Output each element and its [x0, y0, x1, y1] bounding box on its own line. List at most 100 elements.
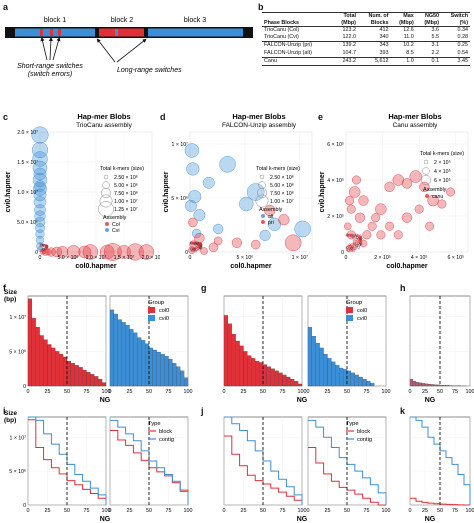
legend-title: Type [148, 421, 161, 427]
x-axis-title: NG [297, 397, 308, 404]
size-legend-label: 1.00 × 10⁷ [114, 199, 138, 205]
blob-point [419, 181, 430, 193]
size-legend-key [423, 159, 429, 165]
ng-line-contig [110, 419, 189, 505]
blob-point [213, 236, 223, 246]
blob-point [427, 194, 439, 207]
ng-bar [70, 363, 75, 387]
table-cell: 3.6 [431, 27, 440, 33]
size-legend-label: 6 × 10⁵ [434, 178, 451, 184]
assembly-legend-label: alt [268, 214, 274, 220]
x-tick-label: 25 [325, 508, 331, 514]
blob-point [346, 234, 350, 237]
blob-point [353, 246, 357, 250]
blob-point [35, 235, 45, 245]
x-tick-label: 50 [260, 389, 266, 395]
ng-bar [98, 378, 103, 387]
blob-point [354, 212, 366, 223]
x-tick-label: 100 [466, 508, 474, 514]
x-axis-title: NG [297, 516, 308, 523]
x-tick-label: 0 [109, 508, 112, 514]
blob-point [34, 210, 46, 222]
blob-point [344, 222, 352, 230]
size-legend-label: 2.50 × 10⁶ [270, 175, 294, 181]
ng-bar [409, 378, 414, 387]
blob-point [351, 175, 361, 185]
table-cell: 10.2 [390, 41, 416, 50]
table-cell: 412 [379, 27, 389, 33]
assembly-legend-key [425, 194, 429, 198]
size-legend-label: 2.50 × 10⁶ [114, 175, 138, 181]
blob-point [40, 243, 44, 247]
ng-bar [418, 382, 423, 387]
assembly-legend-label: pri [268, 220, 274, 226]
x-tick-label: 75 [166, 508, 172, 514]
ng-bar [148, 347, 154, 387]
blob-point [184, 143, 200, 158]
assembly-legend-title: Assembly [423, 187, 447, 193]
ng-bar [152, 349, 157, 387]
size-legend-key [420, 174, 432, 186]
block-1-label: block 1 [44, 17, 66, 24]
table-cell: FALCON-Unzip (alt) [264, 49, 312, 56]
x-axis-title: col0.hapmer [75, 263, 117, 270]
x-axis-title: col0.hapmer [386, 263, 428, 270]
blob-point [425, 221, 435, 231]
x-tick-label: 75 [84, 389, 90, 395]
ng-bar [445, 385, 450, 387]
size-legend-key [422, 167, 430, 175]
x-tick-label: 75 [280, 389, 286, 395]
table-header: Num. of Blocks [357, 12, 391, 27]
ng-bar [239, 345, 244, 387]
ng-bar [358, 376, 363, 387]
table-cell: 5,612 [357, 56, 391, 67]
block-3 [148, 28, 243, 37]
legend-label: block [159, 429, 172, 435]
blob-point [358, 234, 362, 238]
blob-point [346, 204, 356, 214]
legend-label: contig [357, 437, 372, 443]
blob-subtitle: FALCON-Unzip assembly [222, 122, 297, 129]
x-tick-label: 50 [437, 508, 443, 514]
table-cell: 0.25 [441, 41, 470, 50]
x-tick-label: 2.0 × 10⁷ [142, 255, 160, 261]
x-tick-label: 0 [409, 508, 412, 514]
ng-bar [315, 342, 320, 387]
ng-bar [113, 313, 118, 387]
blob-point [409, 170, 422, 183]
table-cell: 11.0 [403, 34, 414, 41]
table-header: Switch (%) [441, 12, 470, 27]
blob-point [348, 243, 351, 247]
table-cell: 3.1 [415, 41, 442, 50]
ng-bar [436, 384, 441, 387]
ng-bar [350, 372, 355, 387]
y-tick-label: 2.0 × 10⁷ [17, 130, 38, 136]
y-tick-label: 6 × 10⁵ [327, 142, 344, 148]
table-cell: 122.0 [342, 34, 356, 41]
ng-bar [251, 358, 256, 387]
ng-bar [66, 360, 72, 387]
blob-point [46, 247, 56, 257]
x-tick-label: 50 [260, 508, 266, 514]
blob-point [259, 229, 271, 241]
assembly-legend-label: Col [112, 222, 120, 228]
blob-point [138, 244, 155, 260]
long-range-label: Long-range switches [117, 67, 182, 74]
y-tick-label: 1 × 10⁷ [172, 142, 189, 148]
x-tick-label: 1.5 × 10⁷ [114, 255, 135, 261]
x-tick-label: 0 [189, 255, 192, 261]
ng-bar [31, 318, 36, 387]
x-tick-label: 0 [27, 508, 30, 514]
x-tick-label: 100 [102, 389, 111, 395]
x-axis-title: NG [100, 516, 111, 523]
x-tick-label: 50 [64, 389, 70, 395]
x-tick-label: 75 [166, 389, 172, 395]
blob-point [212, 223, 224, 235]
table-cell: 2.2 [431, 49, 440, 56]
blob-point [40, 249, 44, 253]
y-axis-title: cvi0.hapmer [163, 171, 170, 212]
y-tick-label: 5.0 × 10⁶ [17, 220, 38, 226]
ng-bar [94, 376, 99, 387]
